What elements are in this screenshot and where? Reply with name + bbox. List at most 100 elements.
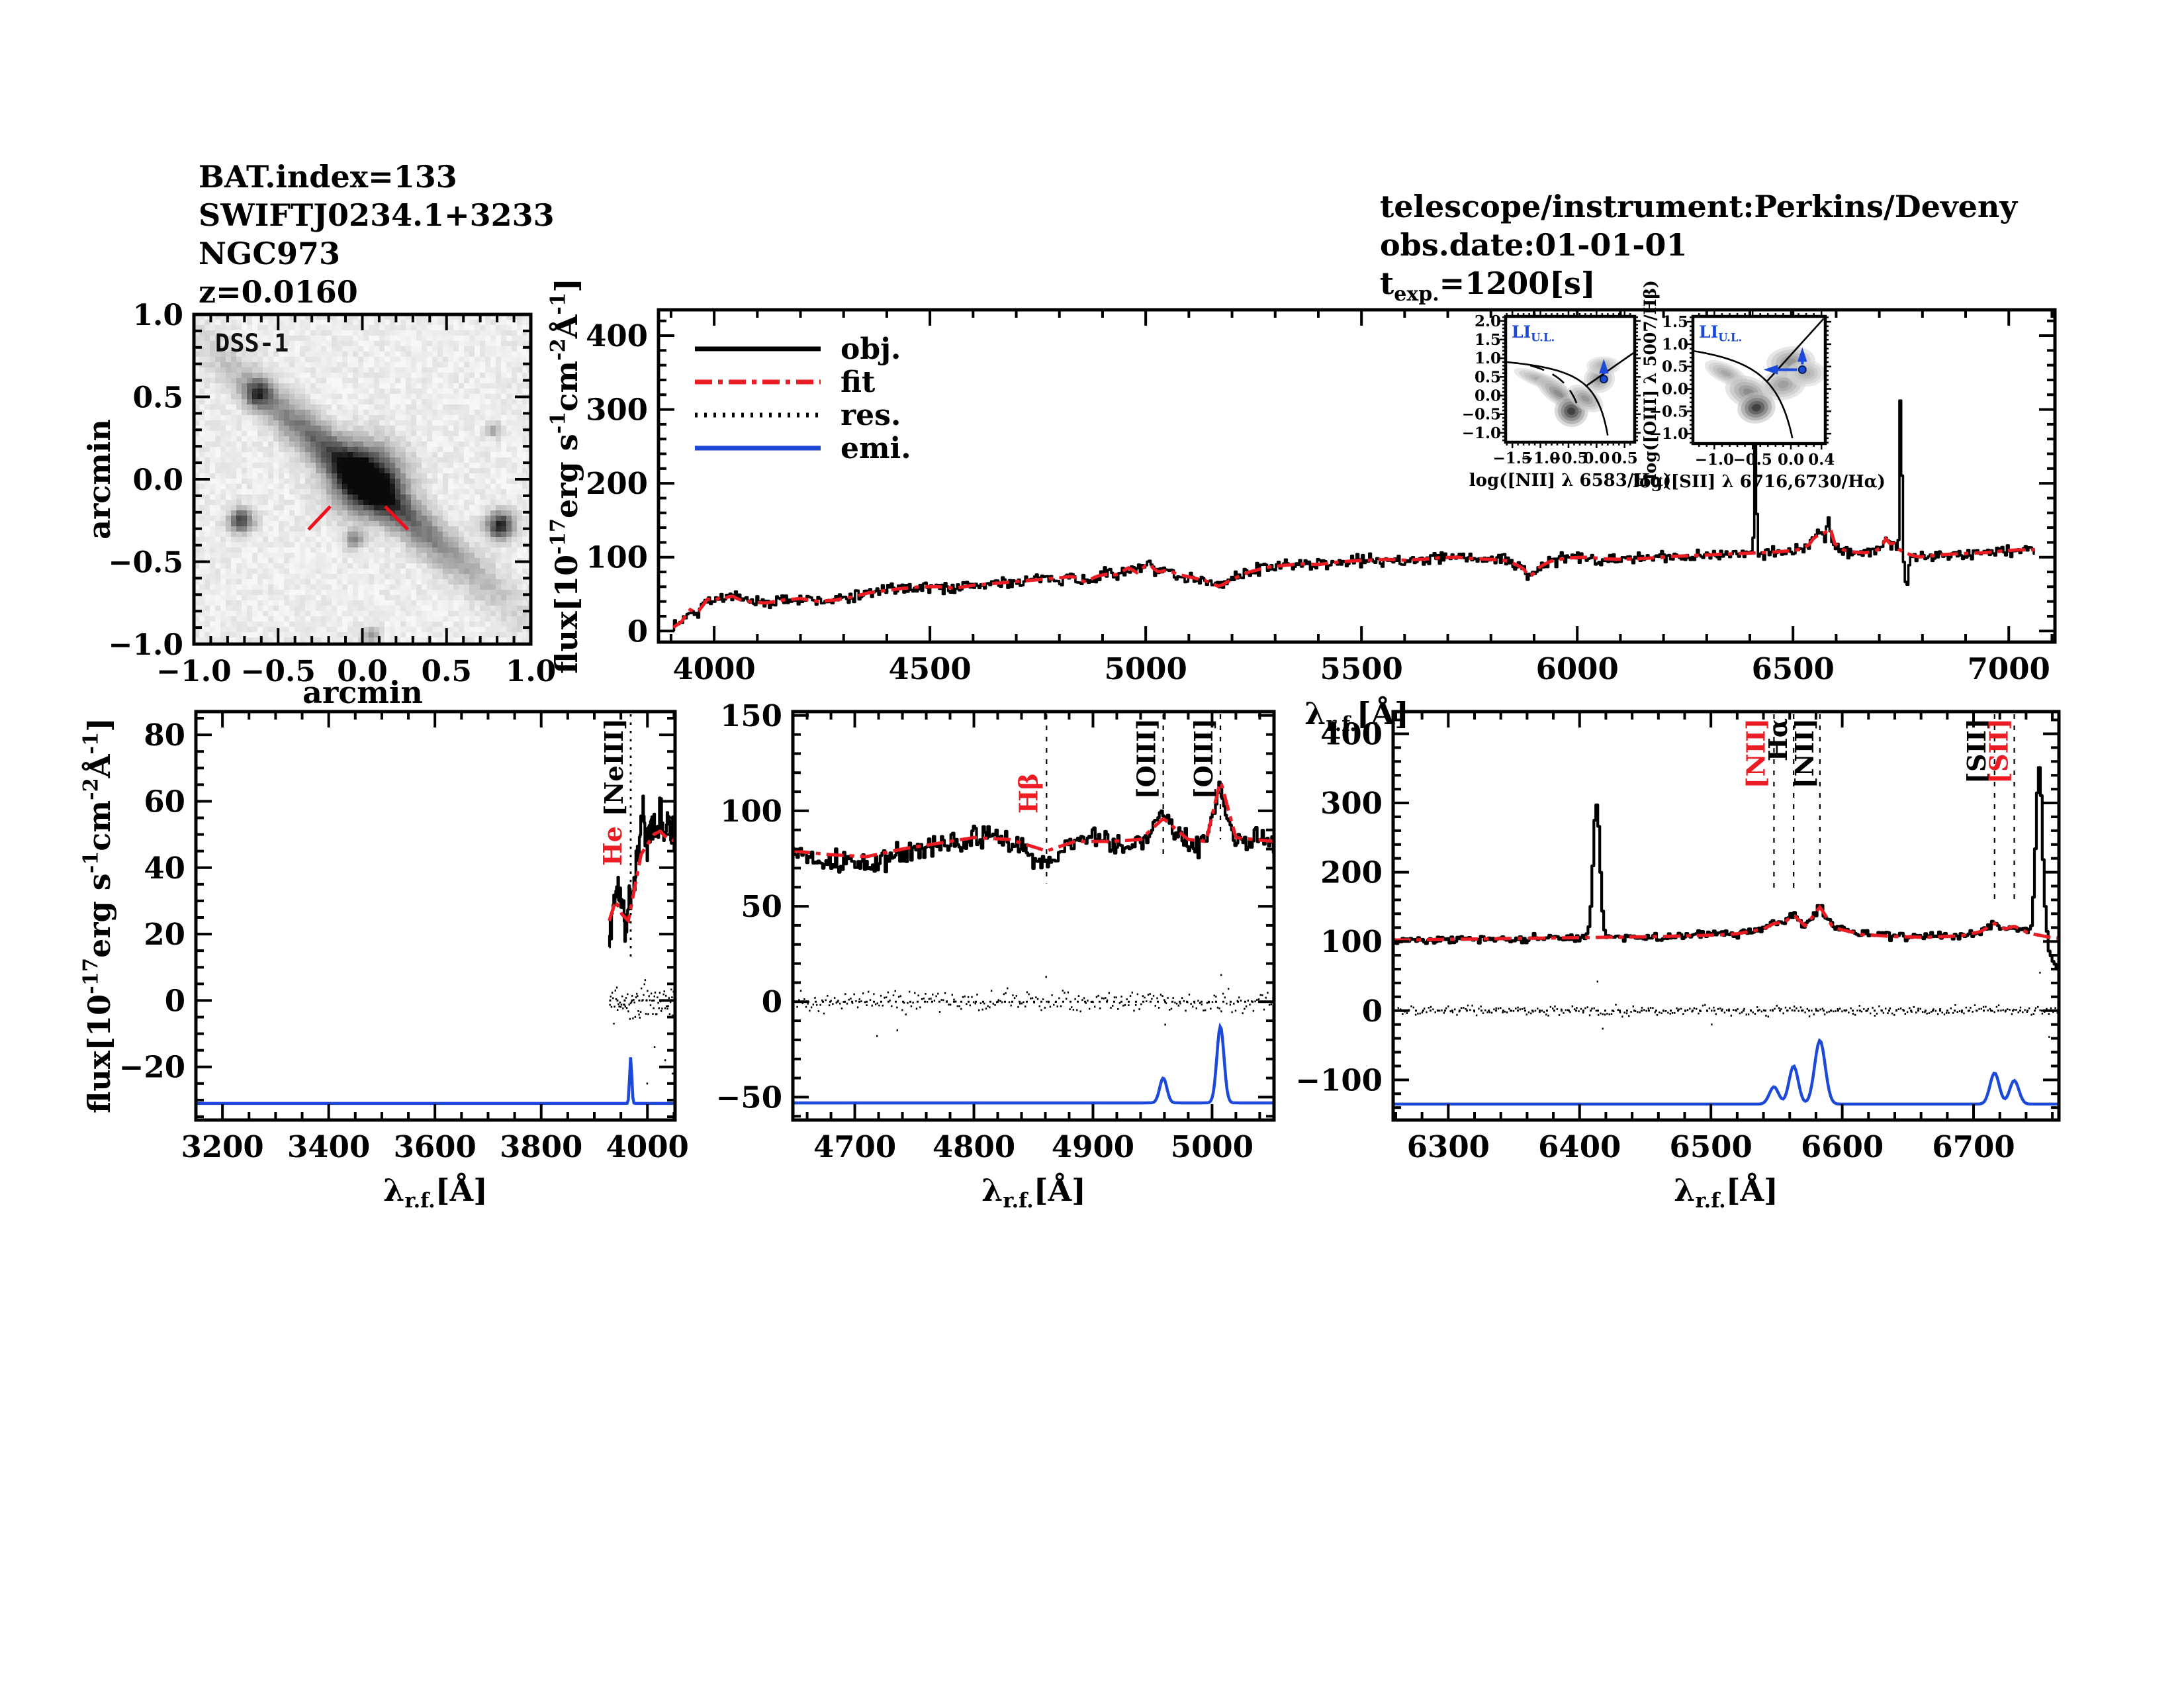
- exposure-time: texp.=1200[s]: [1380, 265, 1596, 306]
- svg-text:0.0: 0.0: [1662, 381, 1688, 399]
- dss-panel: −1.0 −0.5 0.0 0.5 1.0 −1.0 −0.5 0.0 0.5 1.0 arcmin…: [81, 299, 556, 710]
- svg-text:arcmin: arcmin: [81, 419, 117, 539]
- svg-text:[NeIII]: [NeIII]: [599, 718, 629, 816]
- svg-text:λr.f.[Å]: λr.f.[Å]: [383, 1172, 488, 1213]
- svg-text:2.0: 2.0: [1475, 312, 1501, 330]
- svg-text:0.0: 0.0: [1583, 449, 1610, 467]
- svg-text:300: 300: [586, 393, 648, 428]
- svg-text:−0.5: −0.5: [109, 546, 183, 580]
- svg-text:50: 50: [741, 889, 782, 924]
- svg-text:[NII]: [NII]: [1790, 718, 1819, 788]
- svg-text:−0.5: −0.5: [1733, 451, 1772, 469]
- bat-index: BAT.index=133: [199, 159, 457, 195]
- svg-text:300: 300: [1320, 786, 1383, 821]
- svg-text:4700: 4700: [813, 1129, 896, 1164]
- svg-text:log([OIII] λ 5007/Hβ): log([OIII] λ 5007/Hβ): [1641, 280, 1660, 480]
- svg-text:1.0: 1.0: [1662, 336, 1688, 353]
- svg-text:−1.0: −1.0: [1462, 424, 1501, 442]
- svg-text:−50: −50: [716, 1080, 782, 1115]
- svg-text:0.5: 0.5: [132, 381, 183, 415]
- svg-text:200: 200: [586, 466, 648, 501]
- svg-text:5000: 5000: [1171, 1129, 1253, 1164]
- svg-text:6500: 6500: [1670, 1129, 1752, 1164]
- svg-text:3200: 3200: [181, 1129, 264, 1164]
- svg-text:6700: 6700: [1932, 1129, 2015, 1164]
- svg-text:flux[10-17erg s-1cm-2Å-1]: flux[10-17erg s-1cm-2Å-1]: [547, 278, 584, 674]
- svg-text:7000: 7000: [1968, 651, 2050, 686]
- svg-text:100: 100: [720, 794, 782, 829]
- svg-text:−1.0: −1.0: [1649, 425, 1688, 443]
- svg-text:Hα: Hα: [1763, 718, 1793, 761]
- legend-label-obj: obj.: [841, 332, 901, 366]
- svg-text:6600: 6600: [1801, 1129, 1884, 1164]
- svg-text:1.5: 1.5: [1475, 331, 1501, 349]
- svg-text:flux[10-17erg s-1cm-2Å-1]: flux[10-17erg s-1cm-2Å-1]: [79, 718, 117, 1113]
- svg-text:4000: 4000: [606, 1129, 689, 1164]
- svg-text:4500: 4500: [889, 651, 972, 686]
- svg-text:4800: 4800: [933, 1129, 1015, 1164]
- legend-label-emi: emi.: [841, 432, 911, 465]
- svg-text:6500: 6500: [1752, 651, 1835, 686]
- svg-text:0.5: 0.5: [421, 655, 472, 688]
- svg-text:400: 400: [586, 318, 648, 353]
- svg-text:100: 100: [1320, 924, 1383, 959]
- svg-text:0.0: 0.0: [132, 463, 183, 497]
- svg-text:LIU.L.: LIU.L.: [1512, 322, 1555, 344]
- telescope-instrument: telescope/instrument:Perkins/Deveny: [1380, 189, 2018, 224]
- header-left: BAT.index=133 SWIFTJ0234.1+3233 NGC973 z…: [199, 158, 555, 311]
- svg-text:1.0: 1.0: [132, 299, 183, 332]
- svg-text:5000: 5000: [1105, 651, 1187, 686]
- svg-text:0.5: 0.5: [1612, 449, 1638, 467]
- svg-text:0: 0: [762, 984, 782, 1019]
- svg-text:0.4: 0.4: [1808, 451, 1835, 469]
- svg-text:log([SII] λ 6716,6730/Hα): log([SII] λ 6716,6730/Hα): [1633, 472, 1886, 492]
- swift-id: SWIFTJ0234.1+3233: [199, 197, 555, 233]
- redshift: z=0.0160: [199, 274, 358, 310]
- svg-text:−1.0: −1.0: [156, 655, 231, 688]
- object-name: NGC973: [199, 236, 340, 271]
- svg-text:0.5: 0.5: [1475, 368, 1501, 386]
- svg-text:6000: 6000: [1536, 651, 1619, 686]
- dss-image: [194, 314, 531, 644]
- header-right: telescope/instrument:Perkins/Deveny obs.…: [1380, 187, 2017, 314]
- svg-text:[OIII]: [OIII]: [1189, 718, 1218, 799]
- svg-text:0: 0: [165, 983, 185, 1018]
- svg-text:−0.5: −0.5: [1462, 406, 1501, 424]
- svg-text:400: 400: [1320, 716, 1383, 751]
- svg-text:λr.f.[Å]: λr.f.[Å]: [1674, 1172, 1778, 1213]
- svg-text:[OIII]: [OIII]: [1132, 718, 1161, 799]
- svg-text:0: 0: [627, 614, 648, 649]
- svg-text:0.0: 0.0: [1475, 387, 1501, 405]
- panel-hbeta: Hβ [OIII] [OIII] 4700 4800 4900 5000 −50 0 50 100 1…: [716, 698, 1276, 1213]
- svg-text:60: 60: [144, 784, 185, 819]
- svg-text:20: 20: [144, 917, 185, 952]
- svg-text:1.0: 1.0: [1475, 350, 1501, 367]
- svg-text:0.0: 0.0: [337, 655, 388, 688]
- bpt-data-point: [1797, 365, 1807, 374]
- svg-text:3600: 3600: [394, 1129, 477, 1164]
- svg-text:6300: 6300: [1407, 1129, 1490, 1164]
- inset-bpt_sii: −1.0−0.5 0.0 0.4−1.0−0.50.00.51.01.5LIU.L.…: [1633, 280, 1886, 492]
- panel-halpha: [NII]Hα[NII] [SII][SII] 6300 6400 6500 6600 67…: [1295, 710, 2061, 1213]
- svg-text:−1.0: −1.0: [1521, 449, 1560, 467]
- svg-text:arcmin: arcmin: [302, 675, 423, 710]
- svg-text:−100: −100: [1295, 1062, 1383, 1098]
- svg-text:−0.5: −0.5: [241, 655, 316, 688]
- svg-text:100: 100: [586, 540, 648, 575]
- svg-text:3800: 3800: [500, 1129, 582, 1164]
- svg-text:log([NII] λ 6583/Hα): log([NII] λ 6583/Hα): [1469, 471, 1671, 491]
- svg-text:5500: 5500: [1320, 651, 1403, 686]
- svg-text:0.5: 0.5: [1662, 358, 1688, 376]
- svg-text:He: He: [598, 826, 627, 866]
- svg-text:4900: 4900: [1052, 1129, 1134, 1164]
- svg-text:[NII]: [NII]: [1741, 718, 1770, 788]
- svg-text:[SII]: [SII]: [1962, 718, 1991, 784]
- svg-text:−0.5: −0.5: [1549, 449, 1588, 467]
- svg-text:150: 150: [720, 698, 782, 733]
- legend-label-res: res.: [841, 399, 901, 432]
- svg-text:80: 80: [144, 718, 185, 753]
- svg-text:0: 0: [1362, 994, 1383, 1029]
- svg-text:Hβ: Hβ: [1013, 773, 1043, 814]
